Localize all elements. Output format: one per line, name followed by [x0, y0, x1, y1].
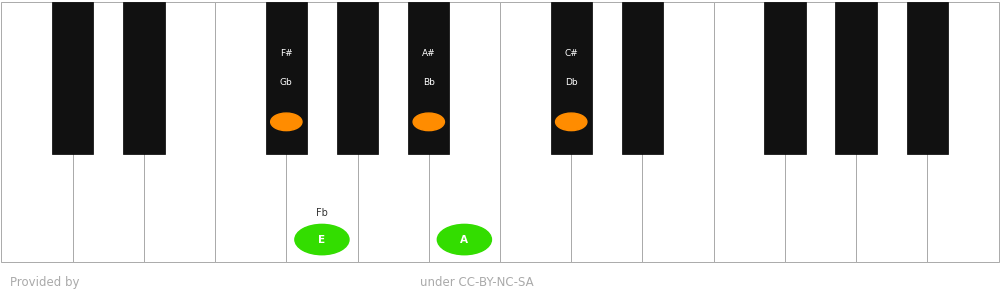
Bar [215, 2, 286, 262]
Bar [286, 2, 358, 262]
Text: F#: F# [280, 49, 293, 58]
Text: Provided by: Provided by [10, 276, 80, 289]
Circle shape [437, 224, 491, 255]
Circle shape [271, 113, 302, 130]
Bar [52, 2, 93, 154]
Bar [358, 2, 429, 262]
Text: Db: Db [565, 78, 578, 87]
Text: E: E [318, 235, 325, 244]
Bar [1, 2, 73, 262]
Bar [835, 2, 877, 154]
Bar [907, 2, 948, 154]
Circle shape [556, 113, 587, 130]
Text: C#: C# [564, 49, 578, 58]
Bar [429, 2, 500, 262]
Text: under CC-BY-NC-SA: under CC-BY-NC-SA [420, 276, 534, 289]
Text: Gb: Gb [280, 78, 293, 87]
Bar [622, 2, 663, 154]
Text: Bb: Bb [423, 78, 435, 87]
Text: Fb: Fb [316, 208, 328, 218]
Bar [714, 2, 785, 262]
Bar [927, 2, 999, 262]
Bar [785, 2, 856, 262]
Circle shape [295, 224, 349, 255]
Bar [337, 2, 378, 154]
Bar [856, 2, 927, 262]
Bar [642, 2, 714, 262]
Bar [551, 2, 592, 154]
Text: A: A [460, 235, 468, 244]
Bar [144, 2, 215, 262]
Bar [73, 2, 144, 262]
Bar [764, 2, 806, 154]
Bar [571, 2, 642, 262]
Text: A#: A# [422, 49, 436, 58]
Circle shape [413, 113, 444, 130]
Bar [123, 2, 165, 154]
Bar [266, 2, 307, 154]
Bar [408, 2, 449, 154]
Bar [500, 2, 571, 262]
